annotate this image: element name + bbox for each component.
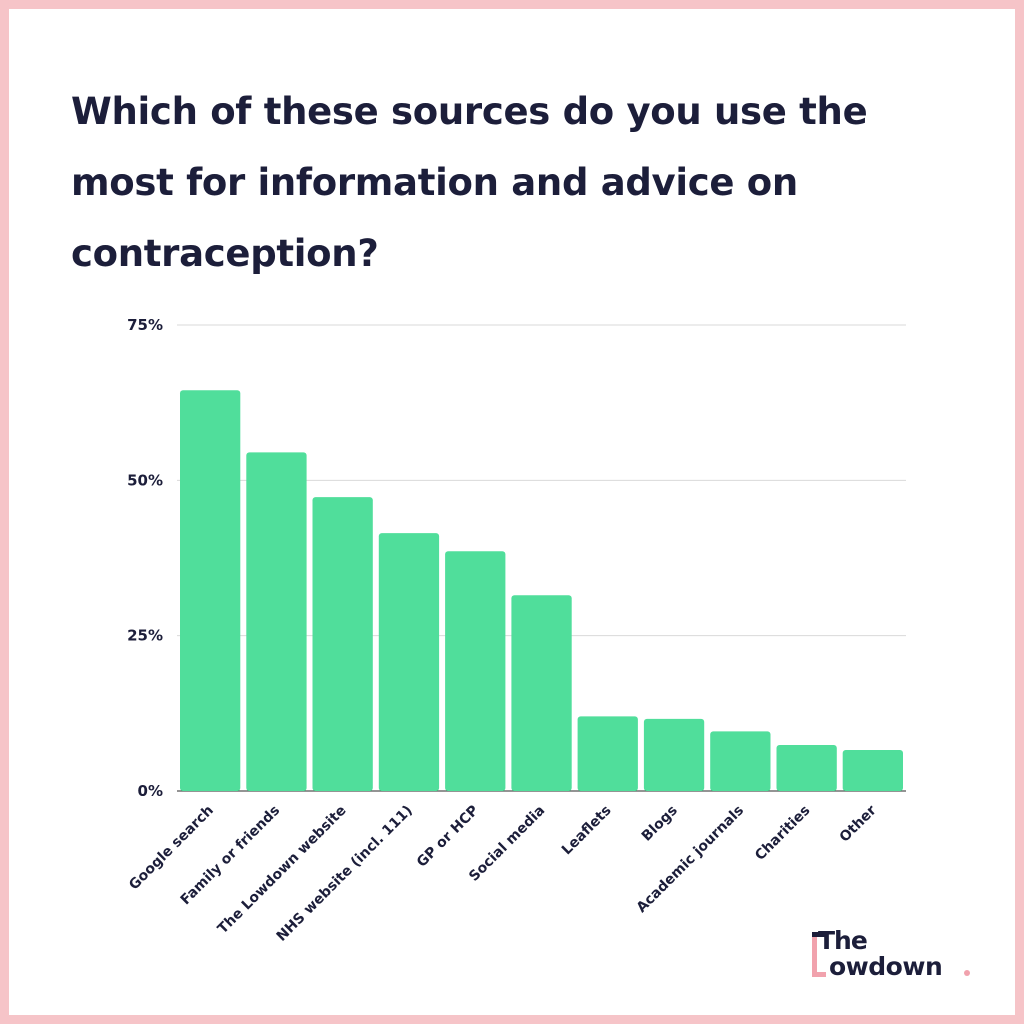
lowdown-logo: The owdown bbox=[812, 926, 982, 986]
y-tick-label: 25% bbox=[127, 627, 163, 645]
bar-nhs-website-incl-111- bbox=[378, 533, 440, 791]
bar-social-media bbox=[511, 595, 572, 791]
x-category-label: Other bbox=[837, 802, 880, 845]
x-category-label: Academic journals bbox=[634, 803, 747, 916]
chart-title: Which of these sources do you use the mo… bbox=[71, 90, 868, 275]
bar-other bbox=[842, 750, 903, 791]
x-category-label: Charities bbox=[752, 803, 813, 864]
logo-text-bottom: owdown bbox=[829, 952, 943, 981]
x-category-label: The Lowdown website bbox=[215, 803, 350, 938]
x-category-label: Leaflets bbox=[559, 803, 615, 859]
logo-bracket-mark bbox=[812, 932, 826, 977]
x-category-label: NHS website (incl. 111) bbox=[274, 803, 416, 945]
y-tick-label: 75% bbox=[127, 316, 163, 334]
logo-top-mark bbox=[812, 932, 826, 937]
bar-the-lowdown-website bbox=[312, 497, 373, 791]
bar-gp-or-hcp bbox=[445, 551, 506, 791]
bar-blogs bbox=[643, 718, 705, 791]
logo-dot-mark bbox=[964, 970, 970, 976]
bar-leaflets bbox=[577, 716, 638, 791]
bar-academic-journals bbox=[710, 731, 771, 791]
y-tick-label: 0% bbox=[138, 782, 163, 800]
bar-google-search bbox=[180, 390, 241, 791]
x-category-label: Blogs bbox=[639, 803, 681, 845]
y-tick-label: 50% bbox=[127, 471, 163, 489]
logo-text-top: The bbox=[818, 926, 868, 955]
bar-charities bbox=[776, 745, 837, 791]
bar-family-or-friends bbox=[246, 452, 307, 791]
x-category-label: GP or HCP bbox=[414, 803, 482, 871]
